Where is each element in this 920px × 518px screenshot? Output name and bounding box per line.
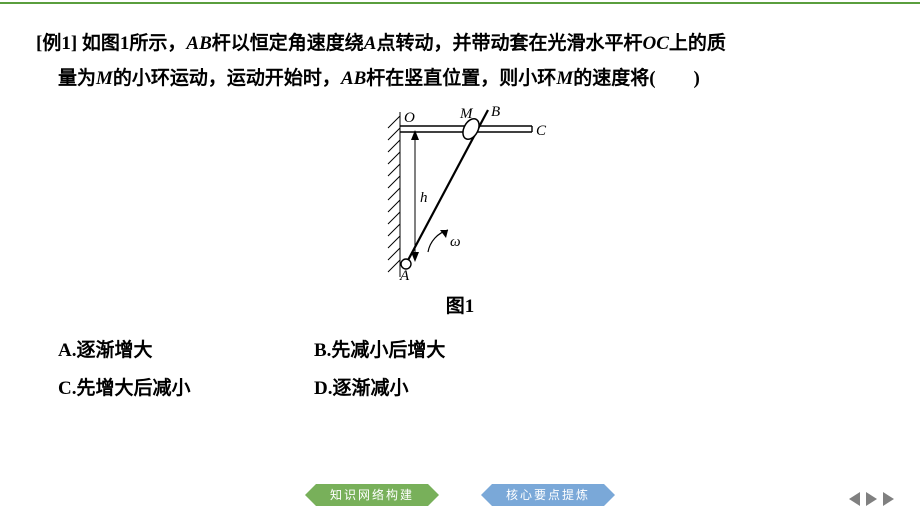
option-B[interactable]: B.先减小后增大: [314, 332, 445, 370]
label-omega: ω: [450, 234, 461, 250]
tab-core-points[interactable]: 核心要点提炼: [481, 484, 615, 506]
sym-M: M: [556, 68, 573, 89]
sym-OC: OC: [643, 33, 669, 54]
physics-diagram: O M B C h ω A: [360, 102, 560, 287]
label-h: h: [420, 190, 428, 206]
tab-knowledge-network[interactable]: 知识网络构建: [305, 484, 439, 506]
option-A[interactable]: A.逐渐增大: [58, 332, 314, 370]
question-text: [例1] 如图1所示，AB杆以恒定角速度绕A点转动，并带动套在光滑水平杆OC上的…: [36, 26, 884, 96]
chevron-left-icon: [481, 484, 492, 506]
q-text: 杆以恒定角速度绕: [212, 33, 364, 54]
answer-options: A.逐渐增大 B.先减小后增大 C.先增大后减小 D.逐渐减小: [36, 332, 884, 408]
sym-A: A: [364, 33, 377, 54]
label-C: C: [536, 123, 547, 139]
nav-controls: [849, 492, 894, 506]
footer-tabs: 知识网络构建 核心要点提炼: [0, 484, 920, 506]
chevron-right-icon: [604, 484, 615, 506]
tab-label: 核心要点提炼: [492, 484, 604, 506]
example-label: [例1]: [36, 33, 77, 54]
q-text: 上的质: [669, 33, 726, 54]
label-M: M: [459, 106, 474, 122]
play-icon[interactable]: [866, 492, 877, 506]
top-border: [0, 2, 920, 4]
content-area: [例1] 如图1所示，AB杆以恒定角速度绕A点转动，并带动套在光滑水平杆OC上的…: [0, 0, 920, 408]
q-text: 的小环运动，运动开始时，: [113, 68, 341, 89]
q-text: 量为: [58, 68, 96, 89]
prev-icon[interactable]: [849, 492, 860, 506]
option-C[interactable]: C.先增大后减小: [58, 370, 314, 408]
q-text: 点转动，并带动套在光滑水平杆: [376, 33, 642, 54]
next-icon[interactable]: [883, 492, 894, 506]
option-D[interactable]: D.逐渐减小: [314, 370, 408, 408]
q-text: 如图1所示，: [77, 33, 186, 54]
label-B: B: [491, 104, 500, 120]
sym-AB: AB: [341, 68, 366, 89]
q-text: 的速度将( ): [573, 68, 700, 89]
diagram-container: O M B C h ω A 图1: [36, 102, 884, 318]
label-O: O: [404, 110, 415, 126]
chevron-left-icon: [305, 484, 316, 506]
tab-label: 知识网络构建: [316, 484, 428, 506]
sym-M: M: [96, 68, 113, 89]
chevron-right-icon: [428, 484, 439, 506]
figure-caption: 图1: [36, 291, 884, 318]
label-A: A: [399, 268, 410, 282]
sym-AB: AB: [186, 33, 211, 54]
q-text: 杆在竖直位置，则小环: [366, 68, 556, 89]
